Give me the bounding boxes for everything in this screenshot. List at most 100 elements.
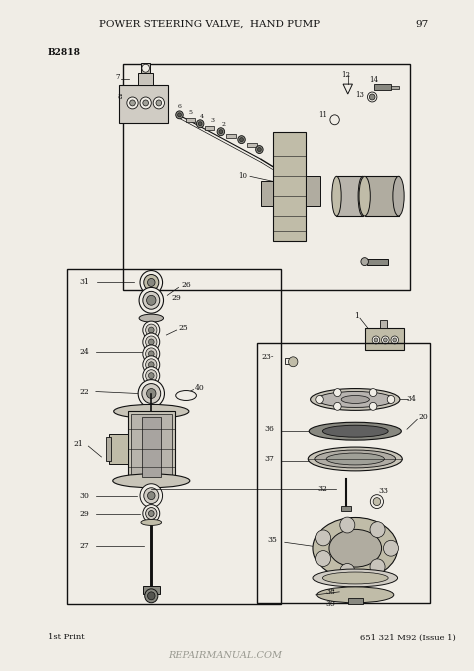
Text: 10: 10 (238, 172, 247, 180)
Circle shape (143, 356, 160, 374)
Circle shape (383, 338, 387, 342)
Text: 40: 40 (195, 384, 205, 392)
Circle shape (147, 592, 155, 600)
Circle shape (361, 258, 368, 266)
Text: 4: 4 (200, 114, 204, 119)
Text: 24: 24 (80, 348, 90, 356)
Text: 26: 26 (181, 281, 191, 289)
Ellipse shape (359, 176, 370, 216)
Circle shape (146, 389, 156, 399)
Text: 33: 33 (378, 486, 389, 495)
Circle shape (127, 97, 138, 109)
Circle shape (370, 521, 385, 537)
Circle shape (148, 339, 154, 345)
Text: 5: 5 (189, 110, 193, 115)
Text: 20: 20 (418, 413, 428, 421)
Ellipse shape (317, 587, 394, 603)
Circle shape (143, 321, 160, 339)
Circle shape (140, 484, 163, 507)
Text: 29: 29 (172, 295, 182, 303)
Circle shape (130, 100, 135, 106)
Text: 22: 22 (80, 388, 90, 395)
Circle shape (257, 148, 261, 152)
Text: 25: 25 (178, 324, 188, 332)
Circle shape (146, 507, 157, 519)
Circle shape (334, 403, 341, 410)
Text: 12: 12 (341, 71, 350, 79)
Circle shape (148, 351, 154, 357)
Text: 6: 6 (178, 105, 182, 109)
Ellipse shape (393, 176, 404, 216)
Text: 8: 8 (117, 93, 122, 101)
Circle shape (369, 389, 377, 397)
Circle shape (146, 348, 157, 360)
Bar (365, 328, 404, 350)
Bar (273, 132, 306, 241)
Text: B2818: B2818 (48, 48, 81, 57)
Text: 7: 7 (115, 73, 120, 81)
Bar (142, 417, 161, 477)
Text: 29: 29 (80, 509, 90, 517)
Circle shape (146, 359, 157, 370)
Bar (256, 343, 430, 603)
Circle shape (142, 384, 161, 403)
Bar (391, 86, 399, 89)
Text: 36: 36 (265, 425, 274, 433)
Text: POWER STEERING VALVE,  HAND PUMP: POWER STEERING VALVE, HAND PUMP (99, 20, 320, 29)
Circle shape (143, 100, 148, 106)
Text: 23-: 23- (262, 353, 274, 361)
Text: 1st Print: 1st Print (48, 633, 84, 641)
Bar (337, 176, 363, 216)
Circle shape (330, 115, 339, 125)
Circle shape (372, 336, 380, 344)
Circle shape (383, 540, 399, 556)
Text: REPAIRMANUAL.COM: REPAIRMANUAL.COM (169, 651, 283, 660)
Text: 38: 38 (325, 588, 335, 596)
Circle shape (146, 324, 157, 336)
Ellipse shape (315, 450, 396, 468)
Circle shape (374, 338, 378, 342)
Text: 34: 34 (407, 395, 417, 403)
Ellipse shape (176, 391, 196, 401)
Circle shape (219, 130, 223, 134)
Text: 3: 3 (210, 118, 214, 123)
Circle shape (146, 336, 157, 348)
Circle shape (369, 94, 375, 100)
Circle shape (143, 333, 160, 351)
Ellipse shape (317, 392, 394, 407)
Circle shape (178, 113, 182, 117)
Text: 39: 39 (325, 600, 335, 608)
Text: 30: 30 (80, 492, 90, 500)
Circle shape (146, 295, 156, 305)
Bar (119, 85, 168, 123)
Ellipse shape (322, 425, 388, 437)
Ellipse shape (329, 529, 382, 567)
Bar (348, 598, 363, 604)
Ellipse shape (310, 389, 400, 411)
Circle shape (143, 291, 160, 309)
Ellipse shape (313, 517, 398, 579)
Text: 35: 35 (268, 536, 277, 544)
Bar (365, 176, 399, 216)
Bar (186, 118, 195, 121)
Circle shape (153, 97, 164, 109)
Text: 37: 37 (265, 455, 274, 463)
Circle shape (369, 403, 377, 410)
Bar (128, 411, 175, 481)
Bar (138, 73, 153, 85)
Bar (380, 320, 387, 328)
Circle shape (334, 389, 341, 397)
Ellipse shape (114, 405, 189, 418)
Bar (367, 258, 388, 264)
Bar (123, 64, 410, 291)
Text: 11: 11 (318, 111, 327, 119)
Circle shape (316, 530, 330, 546)
Circle shape (139, 287, 164, 313)
Text: 651 321 M92 (Issue 1): 651 321 M92 (Issue 1) (360, 633, 456, 641)
Circle shape (255, 146, 263, 154)
Circle shape (217, 127, 225, 136)
Text: 97: 97 (415, 20, 428, 29)
Circle shape (289, 357, 298, 367)
Bar (374, 84, 391, 90)
Circle shape (156, 100, 162, 106)
